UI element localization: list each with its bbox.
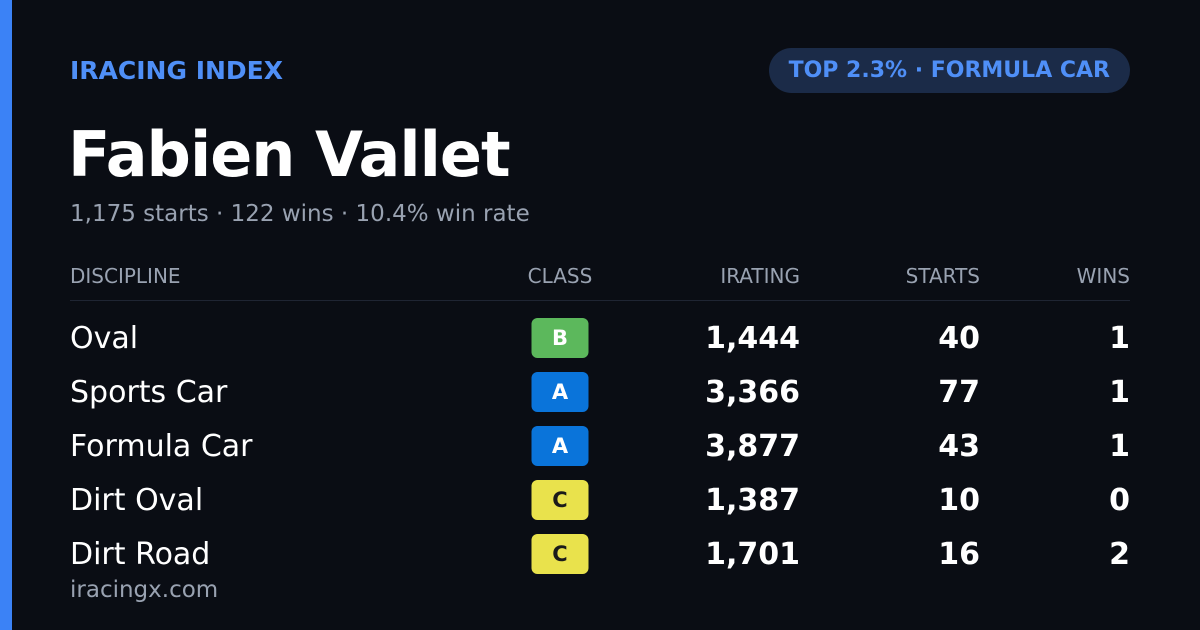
accent-bar (0, 0, 12, 630)
brand: IRACING INDEX (70, 56, 284, 85)
starts-cell: 77 (938, 375, 980, 410)
driver-name: Fabien Vallet (68, 118, 511, 191)
class-badge: A (531, 426, 589, 466)
starts-cell: 16 (938, 537, 980, 572)
rank-badge: TOP 2.3% · FORMULA CAR (768, 48, 1130, 93)
column-header: STARTS (905, 264, 980, 288)
wins-cell: 1 (1109, 429, 1130, 464)
wins-cell: 2 (1109, 537, 1130, 572)
column-header: IRATING (720, 264, 800, 288)
column-header: WINS (1076, 264, 1130, 288)
divider (70, 300, 1130, 301)
starts-cell: 40 (938, 321, 980, 356)
irating-cell: 1,701 (705, 537, 800, 572)
irating-cell: 1,387 (705, 483, 800, 518)
irating-cell: 3,877 (705, 429, 800, 464)
class-badge: C (531, 534, 589, 574)
column-header: DISCIPLINE (70, 264, 181, 288)
summary: 1,175 starts · 122 wins · 10.4% win rate (70, 201, 530, 227)
discipline-cell: Dirt Oval (70, 483, 204, 518)
irating-cell: 1,444 (705, 321, 800, 356)
wins-cell: 1 (1109, 321, 1130, 356)
column-header: CLASS (527, 264, 593, 288)
site-url: iracingx.com (70, 577, 219, 603)
class-badge: C (531, 480, 589, 520)
discipline-cell: Sports Car (70, 375, 228, 410)
wins-cell: 0 (1109, 483, 1130, 518)
discipline-cell: Formula Car (70, 429, 253, 464)
discipline-cell: Oval (70, 321, 139, 356)
wins-cell: 1 (1109, 375, 1130, 410)
irating-cell: 3,366 (705, 375, 800, 410)
starts-cell: 10 (938, 483, 980, 518)
discipline-cell: Dirt Road (70, 537, 211, 572)
class-badge: B (531, 318, 589, 358)
starts-cell: 43 (938, 429, 980, 464)
class-badge: A (531, 372, 589, 412)
